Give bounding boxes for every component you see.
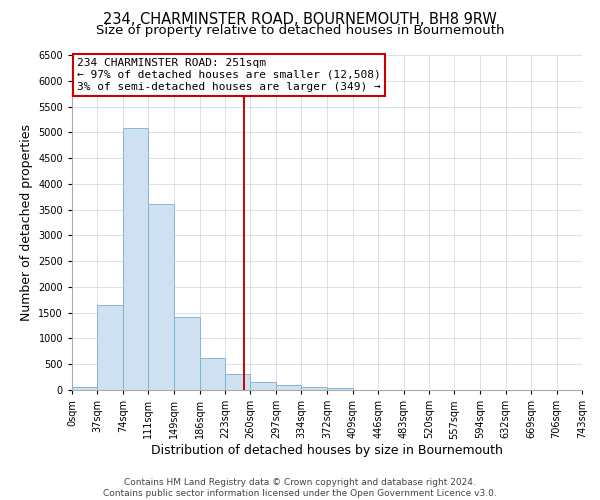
Bar <box>123 128 148 390</box>
Bar <box>97 305 123 390</box>
Y-axis label: Number of detached properties: Number of detached properties <box>20 124 32 321</box>
Bar <box>250 382 276 390</box>
Text: Size of property relative to detached houses in Bournemouth: Size of property relative to detached ho… <box>96 24 504 37</box>
Bar <box>174 317 200 390</box>
Bar <box>276 385 301 390</box>
X-axis label: Distribution of detached houses by size in Bournemouth: Distribution of detached houses by size … <box>151 444 503 457</box>
Text: 234, CHARMINSTER ROAD, BOURNEMOUTH, BH8 9RW: 234, CHARMINSTER ROAD, BOURNEMOUTH, BH8 … <box>103 12 497 28</box>
Text: 234 CHARMINSTER ROAD: 251sqm
← 97% of detached houses are smaller (12,508)
3% of: 234 CHARMINSTER ROAD: 251sqm ← 97% of de… <box>77 58 381 92</box>
Bar <box>200 358 225 390</box>
Bar <box>225 374 250 390</box>
Bar <box>72 387 97 390</box>
Bar <box>301 388 328 390</box>
Text: Contains HM Land Registry data © Crown copyright and database right 2024.
Contai: Contains HM Land Registry data © Crown c… <box>103 478 497 498</box>
Bar <box>148 204 174 390</box>
Bar <box>328 388 353 390</box>
